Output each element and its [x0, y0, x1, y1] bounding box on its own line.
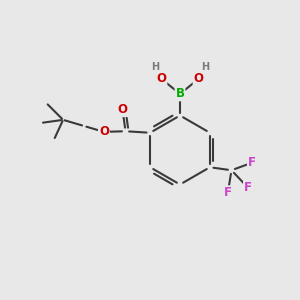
Text: F: F	[224, 186, 232, 199]
Text: O: O	[99, 125, 109, 138]
Text: F: F	[248, 156, 256, 169]
Text: O: O	[156, 72, 167, 86]
Text: H: H	[201, 62, 209, 73]
Text: H: H	[151, 62, 159, 73]
Text: B: B	[176, 87, 184, 101]
Text: O: O	[194, 72, 204, 86]
Text: F: F	[244, 181, 252, 194]
Text: O: O	[118, 103, 128, 116]
